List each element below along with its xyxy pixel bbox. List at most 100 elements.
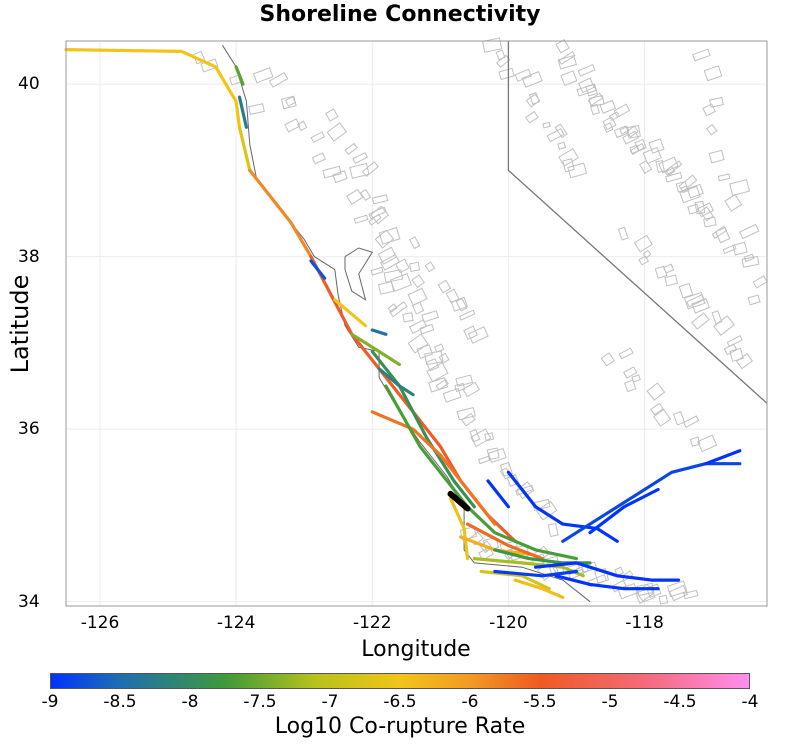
background-fault bbox=[380, 253, 401, 271]
fault-trace bbox=[333, 298, 368, 328]
background-fault bbox=[729, 179, 751, 197]
background-fault bbox=[378, 227, 401, 245]
background-fault bbox=[558, 51, 576, 65]
background-fault bbox=[311, 152, 326, 165]
background-fault bbox=[383, 269, 404, 283]
fault-trace bbox=[248, 168, 313, 259]
background-fault bbox=[680, 185, 690, 194]
background-fault bbox=[654, 265, 668, 279]
background-fault bbox=[555, 39, 570, 54]
background-fault bbox=[678, 282, 694, 299]
state-border-line bbox=[507, 41, 768, 404]
background-fault bbox=[642, 249, 652, 259]
background-fault bbox=[735, 353, 754, 370]
background-fault bbox=[322, 165, 342, 179]
background-fault bbox=[653, 408, 672, 427]
background-fault bbox=[646, 382, 666, 401]
colorbar-label: Log10 Co-rupture Rate bbox=[274, 714, 526, 739]
background-fault bbox=[374, 229, 395, 249]
background-fault bbox=[658, 156, 679, 174]
background-fault bbox=[691, 312, 710, 330]
colorbar bbox=[50, 673, 750, 689]
colorbar-tick-label: -7 bbox=[321, 692, 339, 712]
background-fault bbox=[477, 455, 491, 465]
background-fault bbox=[389, 301, 408, 318]
background-fault bbox=[576, 83, 597, 97]
colorbar-tick-label: -7.5 bbox=[243, 692, 277, 712]
background-fault bbox=[361, 161, 379, 178]
source-fault bbox=[447, 490, 471, 512]
background-fault bbox=[467, 326, 489, 344]
background-fault bbox=[387, 303, 398, 313]
x-tick-label: -126 bbox=[80, 613, 120, 633]
background-fault bbox=[344, 142, 358, 155]
background-fault bbox=[613, 103, 631, 118]
coastline-path bbox=[222, 45, 591, 603]
background-fault bbox=[624, 379, 637, 393]
background-fault bbox=[496, 54, 511, 68]
background-fault bbox=[284, 118, 301, 133]
background-fault bbox=[617, 582, 639, 600]
fault-trace bbox=[486, 479, 510, 509]
fault-trace bbox=[561, 462, 742, 543]
background-fault bbox=[310, 131, 326, 144]
background-fault bbox=[248, 103, 265, 115]
background-fault bbox=[600, 352, 615, 367]
background-fault bbox=[668, 584, 689, 602]
background-fault bbox=[554, 123, 568, 139]
y-axis-label: Latitude bbox=[6, 274, 34, 374]
background-fault bbox=[411, 274, 425, 289]
background-fault bbox=[558, 148, 579, 167]
background-fault bbox=[280, 95, 297, 110]
background-fault bbox=[437, 279, 452, 294]
background-fault bbox=[402, 312, 414, 323]
background-fault bbox=[639, 159, 653, 174]
background-fault bbox=[409, 261, 421, 272]
background-fault bbox=[192, 50, 206, 65]
background-fault bbox=[614, 566, 624, 577]
background-fault bbox=[455, 374, 474, 387]
background-fault bbox=[715, 227, 731, 244]
background-fault bbox=[717, 173, 731, 182]
background-fault bbox=[421, 310, 440, 323]
background-fault bbox=[752, 275, 768, 289]
fault-trace bbox=[350, 332, 402, 367]
background-fault bbox=[487, 447, 507, 464]
fault-trace bbox=[309, 255, 517, 543]
background-fault bbox=[602, 122, 614, 133]
background-fault bbox=[691, 297, 710, 314]
background-fault bbox=[353, 214, 369, 224]
background-fault bbox=[546, 127, 565, 143]
background-fault bbox=[470, 428, 492, 448]
background-fault bbox=[495, 49, 506, 61]
y-tick-label: 40 bbox=[18, 74, 40, 95]
background-fault bbox=[741, 255, 760, 268]
background-fault bbox=[672, 411, 686, 426]
background-fault bbox=[577, 63, 596, 77]
colorbar-tick-label: -8.5 bbox=[103, 692, 137, 712]
background-fault bbox=[617, 226, 629, 241]
background-fault bbox=[655, 159, 665, 173]
background-fault bbox=[608, 111, 620, 122]
background-fault bbox=[458, 309, 476, 321]
colorbar-tick-label: -6 bbox=[461, 692, 479, 712]
background-fault bbox=[683, 589, 699, 600]
chart-title: Shoreline Connectivity bbox=[259, 2, 541, 27]
coastline bbox=[222, 45, 591, 603]
background-fault bbox=[623, 366, 638, 379]
fault-trace bbox=[309, 259, 327, 280]
background-fault bbox=[557, 54, 577, 70]
background-fault bbox=[455, 297, 468, 312]
background-fault bbox=[703, 216, 717, 228]
background-fault bbox=[389, 273, 413, 292]
colorbar-tick-label: -5 bbox=[601, 692, 619, 712]
fault-trace bbox=[234, 65, 245, 86]
background-fault bbox=[542, 121, 551, 129]
background-fault bbox=[521, 71, 543, 88]
background-fault bbox=[581, 561, 598, 574]
fault-trace bbox=[465, 522, 544, 561]
fault-trace bbox=[370, 410, 497, 526]
background-fault bbox=[629, 144, 640, 154]
fault-traces bbox=[64, 48, 742, 599]
background-fault bbox=[268, 71, 289, 88]
